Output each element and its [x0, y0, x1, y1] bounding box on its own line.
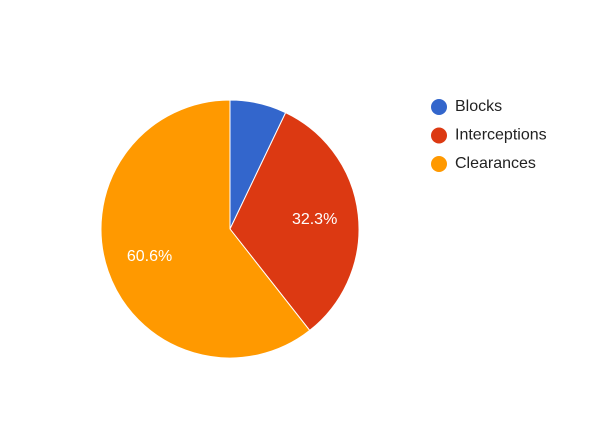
- legend-label: Blocks: [455, 98, 502, 115]
- legend-marker: [431, 99, 447, 115]
- legend-label: Interceptions: [455, 127, 547, 144]
- legend-label: Clearances: [455, 155, 536, 172]
- slice-label: 32.3%: [292, 211, 337, 228]
- slice-label: 60.6%: [127, 248, 172, 265]
- pie-slice: [229, 111, 360, 332]
- pie-slice: [100, 99, 311, 359]
- legend-marker: [431, 127, 447, 144]
- legend-marker: [431, 156, 447, 172]
